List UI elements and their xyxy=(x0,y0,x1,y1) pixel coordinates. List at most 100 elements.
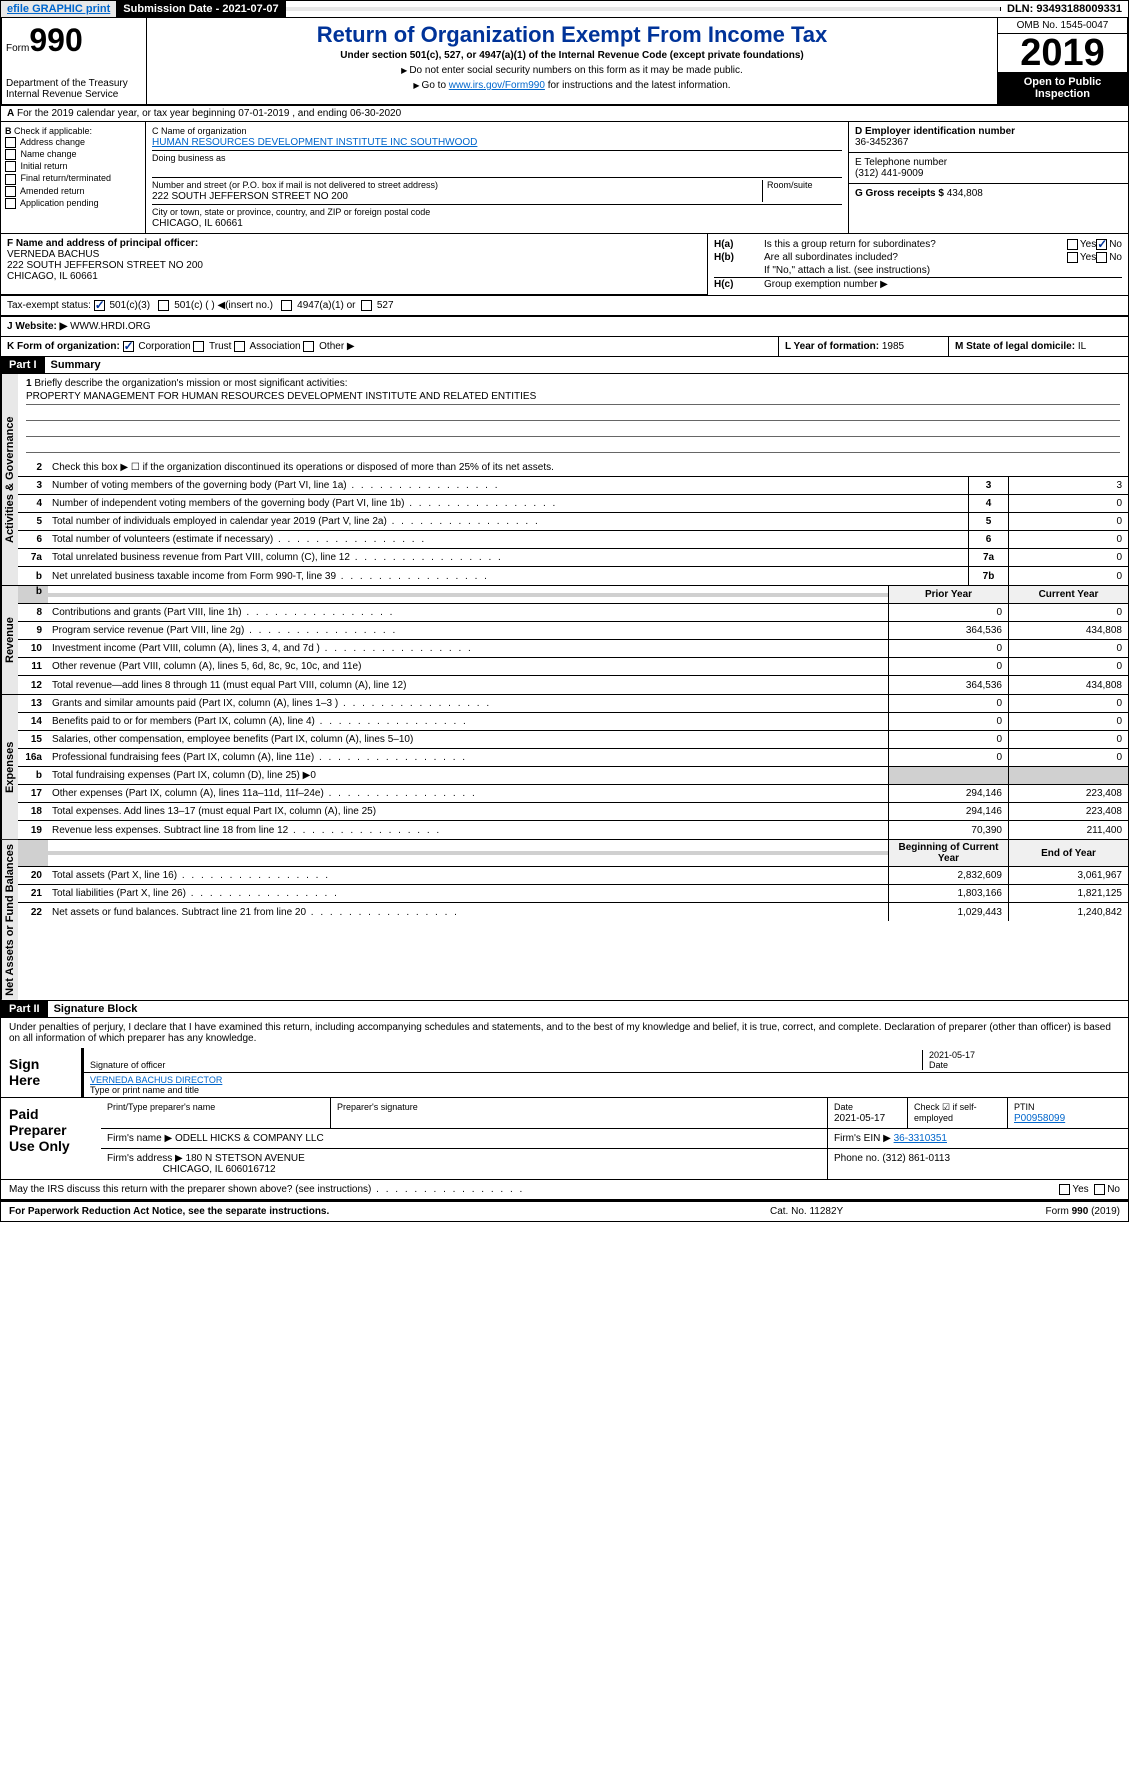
hb-no[interactable] xyxy=(1096,252,1107,263)
l22-p: 1,029,443 xyxy=(888,903,1008,921)
firm-ein: 36-3310351 xyxy=(894,1133,947,1144)
revenue-section: Revenue bPrior YearCurrent Year 8Contrib… xyxy=(0,586,1129,695)
cb-amended[interactable]: Amended return xyxy=(5,186,141,197)
l17-desc: Other expenses (Part IX, column (A), lin… xyxy=(48,786,888,801)
l10-desc: Investment income (Part VIII, column (A)… xyxy=(48,641,888,656)
l3-val: 3 xyxy=(1008,477,1128,494)
hb-yes[interactable] xyxy=(1067,252,1078,263)
l9-c: 434,808 xyxy=(1008,622,1128,639)
k-row: K Form of organization: Corporation Trus… xyxy=(0,337,1129,357)
irs-link[interactable]: www.irs.gov/Form990 xyxy=(449,80,545,91)
l7a-desc: Total unrelated business revenue from Pa… xyxy=(48,550,968,565)
sig-date: 2021-05-17 xyxy=(929,1050,975,1060)
open-public-badge: Open to Public Inspection xyxy=(998,72,1127,104)
expenses-section: Expenses 13Grants and similar amounts pa… xyxy=(0,695,1129,840)
l-val: 1985 xyxy=(882,341,904,352)
ha-yes[interactable] xyxy=(1067,239,1078,250)
officer-name: VERNEDA BACHUS xyxy=(7,249,99,260)
efile-link[interactable]: efile GRAPHIC print xyxy=(1,1,117,17)
city: CHICAGO, IL 60661 xyxy=(152,218,243,229)
l14-p: 0 xyxy=(888,713,1008,730)
cb-501c3[interactable] xyxy=(94,300,105,311)
ssn-note: Do not enter social security numbers on … xyxy=(151,65,993,76)
l7a-val: 0 xyxy=(1008,549,1128,566)
website-label: Website: ▶ xyxy=(15,321,67,332)
l18-c: 223,408 xyxy=(1008,803,1128,820)
prep-date: 2021-05-17 xyxy=(834,1113,885,1124)
cb-initial-return[interactable]: Initial return xyxy=(5,161,141,172)
hb-label: H(b) xyxy=(714,252,764,263)
top-bar: efile GRAPHIC print Submission Date - 20… xyxy=(0,0,1129,18)
check-self-employed[interactable]: Check ☑ if self-employed xyxy=(908,1098,1008,1128)
hc-text: Group exemption number ▶ xyxy=(764,279,888,290)
l17-p: 294,146 xyxy=(888,785,1008,802)
discuss-no[interactable] xyxy=(1094,1184,1105,1195)
firm-ein-label: Firm's EIN ▶ xyxy=(834,1133,894,1144)
l16a-desc: Professional fundraising fees (Part IX, … xyxy=(48,750,888,765)
city-label: City or town, state or province, country… xyxy=(152,207,430,217)
l19-p: 70,390 xyxy=(888,821,1008,839)
cb-address-change[interactable]: Address change xyxy=(5,137,141,148)
sign-here-label: Sign Here xyxy=(1,1048,81,1097)
l10-p: 0 xyxy=(888,640,1008,657)
part2-header: Part IISignature Block xyxy=(0,1001,1129,1018)
l8-p: 0 xyxy=(888,604,1008,621)
form-number: 990 xyxy=(29,22,82,58)
l13-desc: Grants and similar amounts paid (Part IX… xyxy=(48,696,888,711)
l7b-val: 0 xyxy=(1008,567,1128,585)
l9-desc: Program service revenue (Part VIII, line… xyxy=(48,623,888,638)
c-label: C Name of organization xyxy=(152,126,247,136)
m-label: M State of legal domicile: xyxy=(955,341,1078,352)
cb-name-change[interactable]: Name change xyxy=(5,149,141,160)
l15-desc: Salaries, other compensation, employee b… xyxy=(48,732,888,747)
hb-note: If "No," attach a list. (see instruction… xyxy=(714,265,1122,276)
sig-officer-label: Signature of officer xyxy=(90,1060,165,1070)
cb-corp[interactable] xyxy=(123,341,134,352)
cb-app-pending[interactable]: Application pending xyxy=(5,198,141,209)
l21-p: 1,803,166 xyxy=(888,885,1008,902)
end-year-header: End of Year xyxy=(1008,840,1128,866)
cb-final-return[interactable]: Final return/terminated xyxy=(5,173,141,184)
l19-desc: Revenue less expenses. Subtract line 18 … xyxy=(48,823,888,838)
q2: Check this box ▶ ☐ if the organization d… xyxy=(48,460,1128,475)
cb-4947[interactable] xyxy=(281,300,292,311)
l11-p: 0 xyxy=(888,658,1008,675)
tax-year-line: A For the 2019 calendar year, or tax yea… xyxy=(0,106,1129,122)
l22-desc: Net assets or fund balances. Subtract li… xyxy=(48,905,888,920)
l6-desc: Total number of volunteers (estimate if … xyxy=(48,532,968,547)
l18-p: 294,146 xyxy=(888,803,1008,820)
form-subtitle: Under section 501(c), 527, or 4947(a)(1)… xyxy=(151,50,993,61)
l13-p: 0 xyxy=(888,695,1008,712)
cb-trust[interactable] xyxy=(193,341,204,352)
cb-527[interactable] xyxy=(361,300,372,311)
l18-desc: Total expenses. Add lines 13–17 (must eq… xyxy=(48,804,888,819)
hc-label: H(c) xyxy=(714,279,764,290)
gross-receipts: 434,808 xyxy=(947,188,983,199)
officer-city: CHICAGO, IL 60661 xyxy=(7,271,98,282)
ha-no[interactable] xyxy=(1096,239,1107,250)
submission-date-box: Submission Date - 2021-07-07 xyxy=(117,1,285,17)
prior-year-header: Prior Year xyxy=(888,586,1008,603)
ha-text: Is this a group return for subordinates? xyxy=(764,239,1067,250)
cb-other[interactable] xyxy=(303,341,314,352)
org-name[interactable]: HUMAN RESOURCES DEVELOPMENT INSTITUTE IN… xyxy=(152,137,477,148)
q1: Briefly describe the organization's miss… xyxy=(34,378,347,389)
addr-label: Number and street (or P.O. box if mail i… xyxy=(152,180,438,190)
hb-text: Are all subordinates included? xyxy=(764,252,1067,263)
m-val: IL xyxy=(1078,341,1086,352)
address: 222 SOUTH JEFFERSON STREET NO 200 xyxy=(152,191,348,202)
current-year-header: Current Year xyxy=(1008,586,1128,603)
l17-c: 223,408 xyxy=(1008,785,1128,802)
ptin: P00958099 xyxy=(1014,1113,1065,1124)
discuss-yes[interactable] xyxy=(1059,1184,1070,1195)
dept-treasury: Department of the TreasuryInternal Reven… xyxy=(6,78,142,100)
vert-na: Net Assets or Fund Balances xyxy=(1,840,18,1000)
cb-assoc[interactable] xyxy=(234,341,245,352)
cb-501c[interactable] xyxy=(158,300,169,311)
prep-name-label: Print/Type preparer's name xyxy=(107,1102,215,1112)
l19-c: 211,400 xyxy=(1008,821,1128,839)
l11-c: 0 xyxy=(1008,658,1128,675)
l12-desc: Total revenue—add lines 8 through 11 (mu… xyxy=(48,678,888,693)
check-if-applicable: B Check if applicable: Address change Na… xyxy=(1,122,146,233)
l16a-p: 0 xyxy=(888,749,1008,766)
